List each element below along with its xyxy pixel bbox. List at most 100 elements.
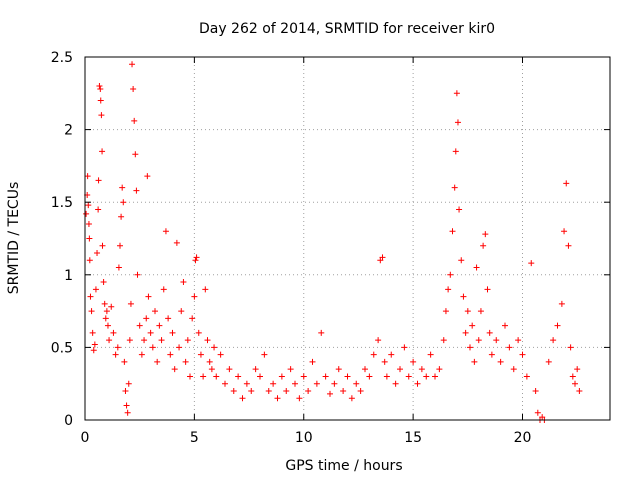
data-point bbox=[202, 286, 209, 293]
data-point bbox=[191, 293, 198, 300]
data-point bbox=[91, 341, 98, 348]
data-point bbox=[106, 337, 113, 344]
data-point bbox=[85, 202, 92, 209]
data-point bbox=[452, 148, 459, 155]
data-point bbox=[182, 358, 189, 365]
x-tick-label: 20 bbox=[514, 430, 532, 446]
data-point bbox=[178, 308, 185, 315]
data-point bbox=[502, 322, 508, 329]
data-point bbox=[515, 337, 522, 344]
data-point bbox=[200, 373, 207, 380]
data-point bbox=[340, 387, 347, 394]
data-point bbox=[143, 315, 150, 322]
data-point bbox=[208, 366, 215, 373]
data-point bbox=[131, 117, 138, 124]
data-point bbox=[278, 373, 285, 380]
data-point bbox=[126, 337, 133, 344]
data-point bbox=[101, 300, 108, 307]
data-point bbox=[423, 373, 430, 380]
data-point bbox=[456, 206, 463, 213]
data-point bbox=[89, 329, 96, 336]
y-axis-title: SRMTID / TECUs bbox=[6, 182, 22, 295]
data-point bbox=[445, 286, 452, 293]
data-point bbox=[84, 173, 91, 180]
data-point bbox=[112, 351, 119, 358]
data-point bbox=[133, 187, 140, 194]
data-point bbox=[145, 293, 152, 300]
data-point bbox=[99, 148, 106, 155]
y-tick-label: 0.5 bbox=[51, 340, 73, 356]
data-point bbox=[94, 250, 101, 257]
data-point bbox=[270, 380, 277, 387]
data-point bbox=[124, 409, 131, 416]
data-point bbox=[475, 337, 482, 344]
data-point bbox=[197, 351, 204, 358]
data-point bbox=[460, 293, 467, 300]
data-point bbox=[335, 366, 342, 373]
data-point bbox=[173, 239, 180, 246]
data-point bbox=[115, 264, 122, 271]
data-point bbox=[88, 308, 95, 315]
data-point bbox=[453, 90, 460, 97]
data-point bbox=[160, 286, 167, 293]
data-point bbox=[436, 366, 443, 373]
data-point bbox=[265, 387, 272, 394]
data-point bbox=[100, 279, 107, 286]
data-point bbox=[98, 112, 105, 119]
data-point bbox=[180, 279, 187, 286]
data-point bbox=[187, 373, 193, 380]
data-point bbox=[392, 380, 399, 387]
data-point bbox=[344, 373, 351, 380]
data-point bbox=[136, 322, 143, 329]
data-point bbox=[484, 286, 491, 293]
data-point bbox=[87, 293, 94, 300]
data-point bbox=[86, 235, 93, 242]
data-point bbox=[447, 271, 454, 278]
data-point bbox=[532, 387, 539, 394]
data-point bbox=[510, 366, 517, 373]
data-point bbox=[561, 228, 568, 235]
data-point bbox=[477, 308, 484, 315]
data-point bbox=[410, 358, 417, 365]
data-point bbox=[119, 184, 126, 191]
data-point bbox=[129, 61, 136, 68]
data-point bbox=[243, 380, 250, 387]
data-point bbox=[121, 358, 128, 365]
data-point bbox=[397, 366, 403, 373]
y-tick-label: 2.5 bbox=[51, 50, 73, 66]
data-point bbox=[545, 358, 552, 365]
data-point bbox=[114, 344, 121, 351]
data-point bbox=[572, 380, 578, 387]
data-point bbox=[418, 366, 425, 373]
data-point bbox=[206, 358, 213, 365]
data-point bbox=[83, 210, 90, 217]
data-point bbox=[464, 308, 471, 315]
data-point bbox=[90, 347, 97, 354]
data-point bbox=[318, 329, 325, 336]
chart-title: Day 262 of 2014, SRMTID for receiver kir… bbox=[199, 21, 495, 37]
data-point bbox=[152, 308, 158, 315]
data-point bbox=[296, 395, 303, 402]
data-point bbox=[184, 337, 191, 344]
data-point bbox=[103, 308, 110, 315]
data-point bbox=[362, 366, 368, 373]
data-point bbox=[97, 97, 104, 104]
data-point bbox=[519, 351, 526, 358]
data-point bbox=[239, 395, 246, 402]
data-point bbox=[235, 373, 242, 380]
data-point bbox=[506, 344, 513, 351]
data-point bbox=[576, 387, 583, 394]
y-tick-label: 1 bbox=[64, 268, 73, 284]
data-point bbox=[488, 351, 495, 358]
data-point bbox=[523, 373, 530, 380]
data-point bbox=[471, 358, 478, 365]
y-tick-label: 0 bbox=[64, 413, 73, 429]
data-point bbox=[176, 344, 183, 351]
data-point bbox=[147, 329, 154, 336]
data-point bbox=[117, 242, 123, 249]
data-point bbox=[123, 402, 130, 409]
x-tick-label: 15 bbox=[404, 430, 422, 446]
data-point bbox=[213, 373, 220, 380]
data-point bbox=[381, 358, 388, 365]
data-point bbox=[85, 220, 92, 227]
